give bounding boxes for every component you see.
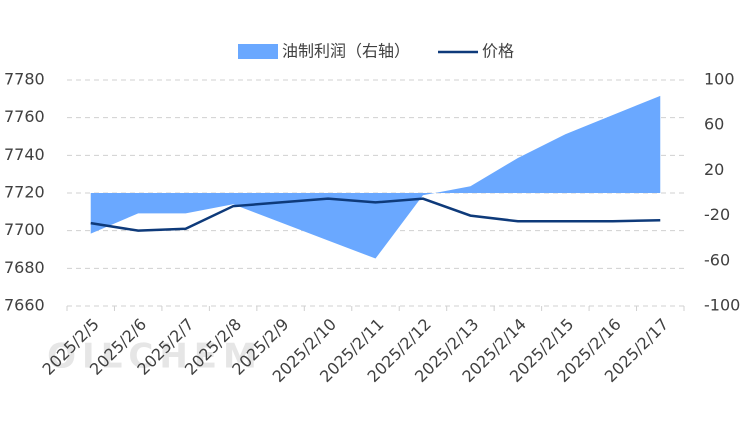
y2-tick-label: -20 bbox=[704, 205, 730, 224]
y2-tick-label: -100 bbox=[704, 296, 740, 315]
watermark: OILCHEM bbox=[47, 337, 263, 377]
y-tick-label: 7700 bbox=[4, 220, 45, 239]
y2-tick-label: 60 bbox=[704, 115, 724, 134]
legend-label: 价格 bbox=[482, 42, 514, 61]
y2-tick-label: 100 bbox=[704, 70, 735, 89]
y-tick-label: 7740 bbox=[4, 145, 45, 164]
y-tick-label: 7760 bbox=[4, 107, 45, 126]
legend-label: 油制利润（右轴） bbox=[282, 42, 410, 61]
y-tick-label: 7780 bbox=[4, 70, 45, 89]
line bbox=[90, 197, 661, 232]
y-tick-label: 7720 bbox=[4, 183, 45, 202]
y2-tick-label: -60 bbox=[704, 250, 730, 269]
y-tick-label: 7660 bbox=[4, 296, 45, 315]
legend-swatch bbox=[238, 44, 278, 59]
y-tick-label: 7680 bbox=[4, 258, 45, 277]
y2-tick-label: 20 bbox=[704, 160, 724, 179]
area bbox=[90, 95, 661, 259]
